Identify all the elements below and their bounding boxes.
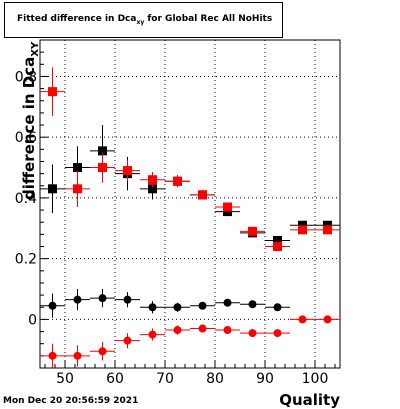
square-marker [123, 166, 132, 176]
x-tick-label: 100 [302, 371, 329, 387]
square-marker [73, 184, 82, 194]
square-marker [298, 225, 307, 235]
circle-marker [123, 336, 132, 345]
circle-marker [323, 315, 332, 324]
title-main: Fitted difference in Dca [17, 14, 137, 24]
title-rest: for Global Rec All NoHits [144, 14, 273, 24]
square-marker [148, 184, 157, 194]
y-tick-label: 0.2 [15, 252, 37, 268]
circle-marker [48, 301, 57, 310]
square-marker [273, 242, 282, 252]
title-box: Fitted difference in Dcaxy for Global Re… [4, 2, 283, 38]
y-tick-label: 0.8 [15, 69, 37, 85]
plot-frame [39, 39, 341, 369]
circle-marker [198, 324, 207, 333]
y-tick-label: 0.6 [15, 130, 37, 146]
square-marker [248, 226, 257, 236]
y-axis-label-subscript: XY [30, 41, 41, 57]
timestamp: Mon Dec 20 20:56:59 2021 [3, 396, 139, 406]
circle-marker [123, 295, 132, 304]
x-tick-label: 80 [206, 371, 224, 387]
square-marker [73, 163, 82, 173]
y-axis-label: difference in DcaXY [20, 42, 41, 200]
square-marker [198, 190, 207, 200]
circle-marker [148, 303, 157, 312]
circle-marker [73, 351, 82, 360]
title-subscript: xy [136, 18, 145, 26]
y-tick-label: 0.4 [15, 191, 37, 207]
circle-marker [273, 329, 282, 338]
square-marker [298, 220, 307, 230]
square-marker [323, 225, 332, 235]
square-marker [323, 220, 332, 230]
circle-marker [173, 326, 182, 335]
square-marker [173, 176, 182, 186]
chart-title: Fitted difference in Dcaxy for Global Re… [17, 14, 272, 26]
circle-marker [98, 294, 107, 303]
circle-marker [223, 326, 232, 335]
x-tick-label: 60 [106, 371, 124, 387]
square-marker [98, 146, 107, 156]
circle-marker [198, 301, 207, 310]
circle-marker [98, 347, 107, 356]
circle-marker [298, 315, 307, 324]
square-marker [148, 175, 157, 185]
square-marker [48, 184, 57, 194]
circle-marker [248, 300, 257, 309]
circle-marker [73, 295, 82, 304]
circle-marker [223, 298, 232, 307]
y-tick-label: 0 [28, 312, 37, 328]
x-tick-label: 70 [156, 371, 174, 387]
square-marker [98, 163, 107, 173]
square-marker [273, 235, 282, 245]
circle-marker [273, 303, 282, 312]
circle-marker [48, 351, 57, 360]
circle-marker [148, 330, 157, 339]
circle-marker [248, 329, 257, 338]
x-tick-label: 90 [256, 371, 274, 387]
square-marker [48, 87, 57, 97]
x-tick-label: 50 [56, 371, 74, 387]
x-axis-label: Quality [279, 391, 340, 409]
y-axis-label-main: difference in Dca [20, 56, 38, 200]
square-marker [223, 202, 232, 212]
circle-marker [173, 303, 182, 312]
